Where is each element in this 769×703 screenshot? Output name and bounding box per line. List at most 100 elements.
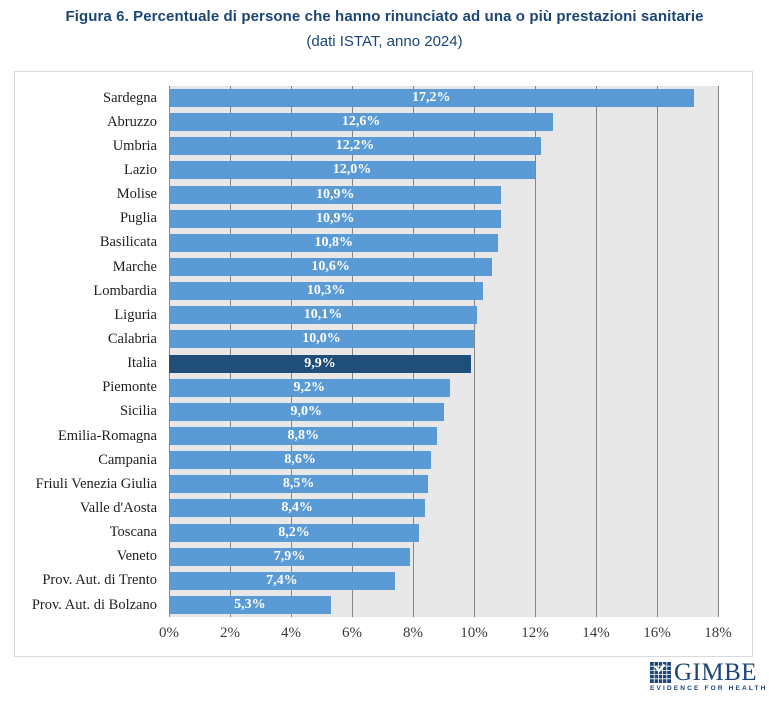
bar-row: 8,8% [169, 424, 718, 448]
category-label: Prov. Aut. di Trento [42, 572, 157, 589]
x-tick-label: 14% [582, 625, 610, 641]
bar-row: 8,6% [169, 448, 718, 472]
bar: 8,6% [169, 451, 432, 470]
value-label: 9,2% [293, 379, 326, 395]
bar: 10,0% [169, 330, 474, 349]
bar: 10,9% [169, 209, 502, 228]
category-label: Liguria [114, 306, 157, 323]
category-label: Prov. Aut. di Bolzano [31, 596, 157, 613]
bar: 9,2% [169, 378, 450, 397]
bar: 9,9% [169, 354, 471, 373]
category-label: Veneto [116, 548, 157, 565]
category-label: Marche [112, 258, 157, 275]
bar: 8,5% [169, 475, 429, 494]
category-label: Sardegna [103, 89, 157, 106]
gimbe-logo-top: GIMBE [650, 659, 758, 686]
value-label: 9,0% [290, 403, 323, 419]
value-label: 8,6% [284, 452, 316, 468]
x-tick-label: 2% [220, 625, 240, 641]
value-label: 8,5% [282, 476, 315, 492]
x-tick-label: 8% [403, 625, 423, 641]
value-label: 10,1% [303, 307, 343, 323]
bar: 7,9% [169, 547, 410, 566]
bar: 5,3% [169, 596, 331, 615]
bar-row: 17,2% [169, 86, 718, 110]
value-label: 12,6% [341, 114, 381, 130]
value-label: 10,6% [311, 259, 350, 275]
bar-row: 8,2% [169, 521, 718, 545]
bar: 17,2% [169, 89, 694, 108]
value-label: 10,9% [315, 186, 355, 202]
bar-row: 10,9% [169, 183, 718, 207]
x-tick-label: 16% [643, 625, 671, 641]
category-label: Friuli Venezia Giulia [35, 475, 157, 492]
gimbe-wordmark: GIMBE [674, 659, 758, 686]
gimbe-mosaic-icon [650, 662, 671, 683]
x-tick-label: 12% [521, 625, 549, 641]
category-label: Italia [127, 355, 157, 372]
x-axis: 0% 2% 4% 6% 8% 10% 12% 14% 16% 18% [159, 625, 732, 647]
bar: 10,8% [169, 233, 499, 252]
bar: 10,6% [169, 258, 493, 277]
bar: 8,2% [169, 523, 420, 542]
value-label: 17,2% [412, 90, 451, 106]
bar: 10,9% [169, 185, 502, 204]
category-label: Emilia-Romagna [57, 427, 157, 444]
category-label: Lazio [123, 161, 157, 178]
category-label: Toscana [109, 524, 157, 541]
category-label: Calabria [107, 330, 157, 347]
value-label: 8,2% [278, 524, 310, 540]
chart-area: Sardegna Abruzzo Umbria Lazio Molise Puglia Ba… [14, 71, 753, 657]
bar-row: 10,9% [169, 207, 718, 231]
bar: 9,0% [169, 402, 444, 421]
x-tick-label: 10% [460, 625, 488, 641]
chart-title: Figura 6. Percentuale di persone che han… [65, 8, 704, 25]
value-label: 5,3% [234, 597, 266, 613]
value-label: 12,0% [332, 162, 372, 178]
bar: 7,4% [169, 571, 395, 590]
category-label: Piemonte [102, 379, 157, 396]
value-label: 7,9% [273, 548, 306, 564]
bar: 12,6% [169, 113, 554, 132]
bar-row: 7,9% [169, 545, 718, 569]
bar-row: 5,3% [169, 593, 718, 617]
category-label: Abruzzo [107, 113, 157, 130]
category-labels: Sardegna Abruzzo Umbria Lazio Molise Puglia Ba… [15, 86, 163, 617]
bar-row: 10,8% [169, 231, 718, 255]
category-label: Campania [98, 451, 157, 468]
bar: 10,3% [169, 282, 484, 301]
bar-row: 10,3% [169, 279, 718, 303]
value-label: 10,8% [314, 234, 353, 250]
bar: 12,0% [169, 161, 535, 180]
bar: 12,2% [169, 137, 542, 156]
value-label: 7,4% [266, 572, 298, 588]
bar-row: 8,5% [169, 472, 718, 496]
x-tick-label: 6% [342, 625, 362, 641]
category-label: Molise [116, 186, 157, 203]
value-label: 8,8% [287, 428, 319, 444]
bar-row: 9,0% [169, 400, 718, 424]
chart-subtitle: (dati ISTAT, anno 2024) [306, 33, 463, 50]
bar-row: 10,1% [169, 303, 718, 327]
bar-row: 12,6% [169, 110, 718, 134]
bar-row: 12,2% [169, 134, 718, 158]
value-label: 10,3% [306, 283, 346, 299]
value-label: 9,9% [304, 355, 336, 371]
category-label: Basilicata [99, 234, 157, 251]
gimbe-tagline: EVIDENCE FOR HEALTH [650, 685, 768, 692]
bar-row: 9,2% [169, 376, 718, 400]
bar-row: 9,9% [169, 352, 718, 376]
bar-row: 8,4% [169, 496, 718, 520]
bar-row: 10,6% [169, 255, 718, 279]
x-tick-label: 0% [159, 625, 179, 641]
bar: 8,8% [169, 427, 438, 446]
category-label: Lombardia [93, 282, 157, 299]
bar-row: 7,4% [169, 569, 718, 593]
value-label: 8,4% [281, 500, 313, 516]
category-label: Sicilia [119, 403, 157, 420]
category-label: Valle d'Aosta [79, 499, 157, 516]
plot-area: 17,2% 12,6% 12,2% 12,0% 10,9% 10,9% 10,8% 10,6%… [169, 86, 719, 617]
x-tick-label: 4% [281, 625, 301, 641]
x-tick-label: 18% [704, 625, 732, 641]
